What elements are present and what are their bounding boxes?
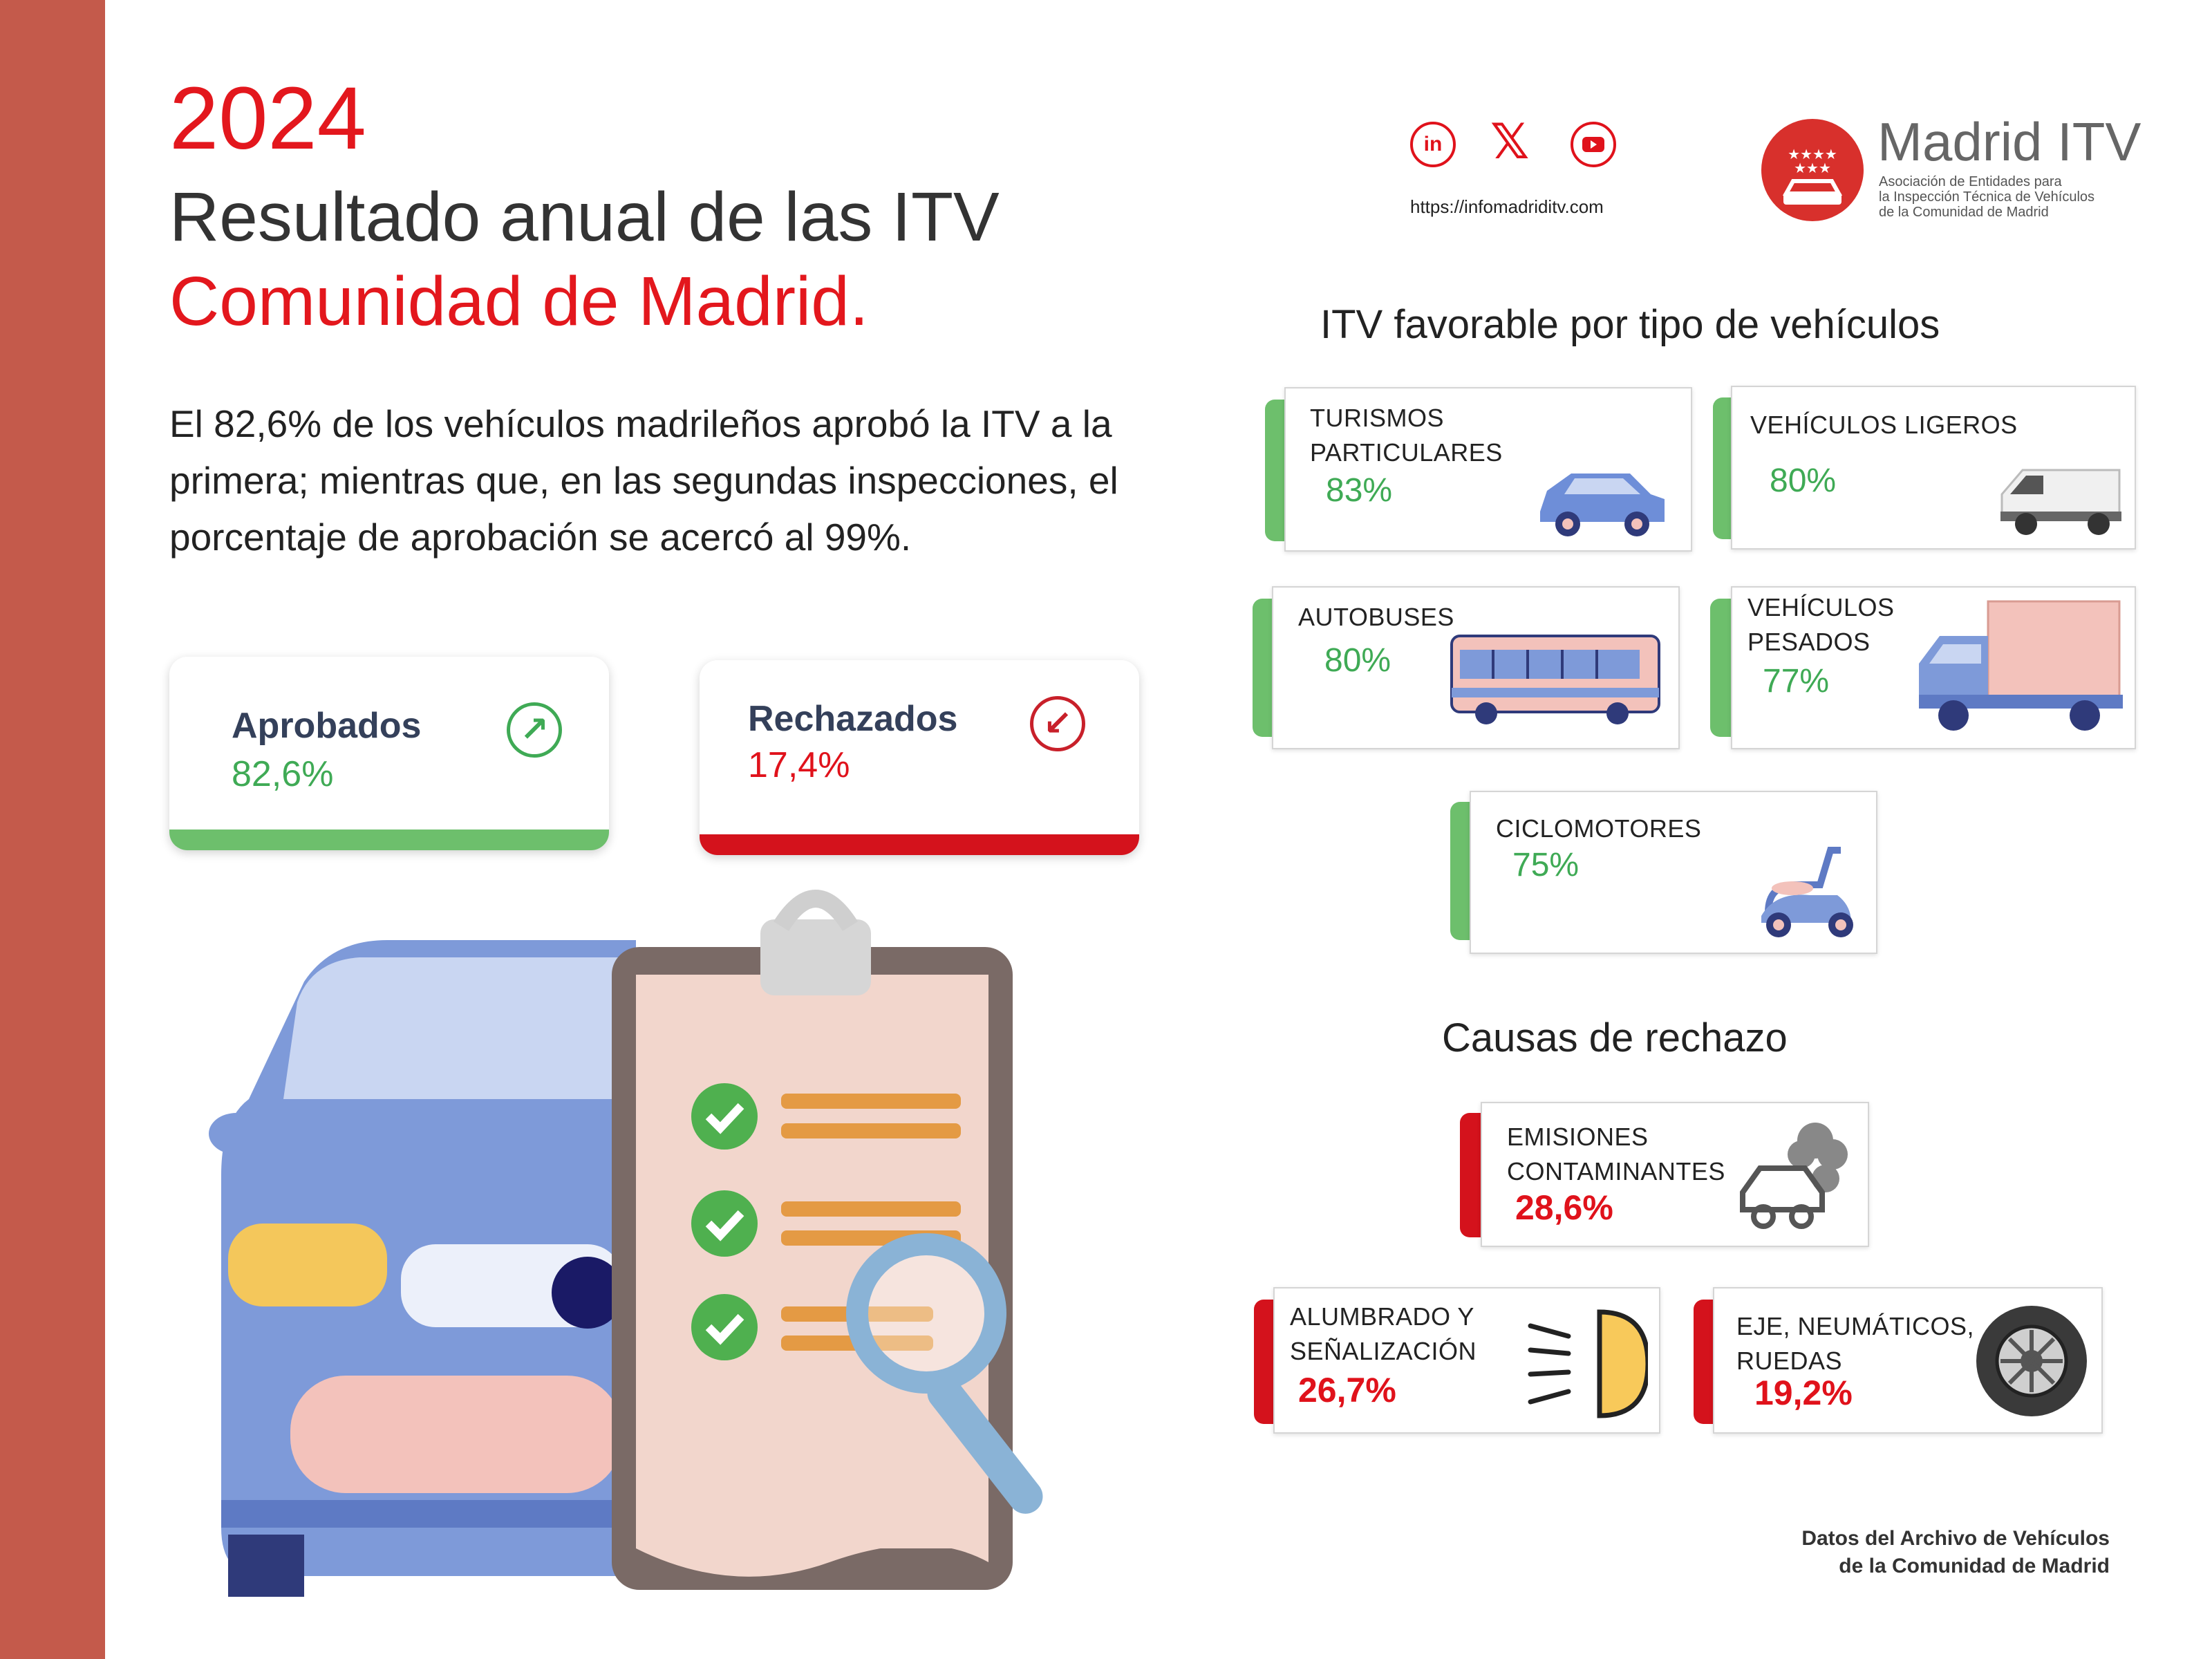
rejection-section-title: Causas de rechazo: [1442, 1015, 1788, 1060]
card-label: ALUMBRADO Y SEÑALIZACIÓN: [1290, 1302, 1477, 1365]
youtube-icon[interactable]: [1571, 122, 1616, 167]
arrow-up-right-icon: ↗: [507, 702, 562, 758]
favorable-card-pesados: VEHÍCULOS PESADOS 77%: [1731, 586, 2136, 749]
page-title: Resultado anual de las ITV: [169, 178, 1000, 256]
favorable-section-title: ITV favorable por tipo de vehículos: [1320, 302, 1940, 347]
page-year: 2024: [169, 69, 366, 168]
card-value: 28,6%: [1515, 1188, 1613, 1227]
bus-icon: [1450, 635, 1660, 724]
card-label: VEHÍCULOS PESADOS: [1747, 593, 1895, 656]
arrow-down-left-icon: ↙: [1030, 696, 1085, 751]
card-label: AUTOBUSES: [1298, 603, 1454, 631]
card-value: 77%: [1763, 663, 1830, 700]
rejected-card: Rechazados 17,4% ↙: [700, 660, 1139, 855]
svg-text:★★★★: ★★★★: [1788, 146, 1837, 162]
rejected-bar: [700, 834, 1139, 855]
card-label: EJE, NEUMÁTICOS, RUEDAS: [1736, 1312, 1975, 1375]
approved-label: Aprobados: [232, 706, 422, 746]
emissions-icon: [1740, 1123, 1848, 1229]
card-label: CICLOMOTORES: [1496, 814, 1702, 843]
approved-card: Aprobados 82,6% ↗: [169, 657, 609, 850]
favorable-card-turismos: TURISMOS PARTICULARES 83%: [1284, 387, 1692, 552]
source-note: Datos del Archivo de Vehículos de la Com…: [1801, 1527, 2110, 1577]
van-icon: [2000, 469, 2121, 535]
card-value: 80%: [1324, 642, 1391, 679]
rejected-label: Rechazados: [748, 699, 958, 739]
card-value: 80%: [1770, 462, 1837, 499]
page-subtitle: Comunidad de Madrid.: [169, 263, 869, 340]
logo-subtitle: Asociación de Entidades para la Inspecci…: [1879, 174, 2095, 220]
card-value: 75%: [1512, 847, 1580, 883]
car-icon: [1540, 474, 1665, 536]
truck-icon: [1919, 600, 2123, 731]
favorable-card-ligeros: VEHÍCULOS LIGEROS 80%: [1731, 386, 2136, 550]
card-label: EMISIONES CONTAMINANTES: [1507, 1123, 1725, 1185]
card-label: TURISMOS PARTICULARES: [1310, 404, 1503, 467]
car-clipboard-illustration: [209, 890, 1043, 1597]
favorable-card-ciclomotores: CICLOMOTORES 75%: [1470, 791, 1877, 954]
x-icon[interactable]: 𝕏: [1490, 115, 1530, 169]
headlight-icon: [1528, 1309, 1648, 1418]
card-label: VEHÍCULOS LIGEROS: [1750, 411, 2018, 439]
linkedin-icon[interactable]: in: [1410, 122, 1456, 167]
rejected-value: 17,4%: [748, 745, 850, 785]
sidebar-band: [0, 0, 105, 1659]
rejection-card-eje: EJE, NEUMÁTICOS, RUEDAS 19,2%: [1713, 1287, 2103, 1434]
website-link[interactable]: https://infomadriditv.com: [1410, 196, 1604, 217]
intro-text: El 82,6% de los vehículos madrileños apr…: [169, 402, 1118, 559]
rejection-card-emisiones: EMISIONES CONTAMINANTES 28,6%: [1481, 1102, 1869, 1247]
tire-icon: [1976, 1306, 2087, 1416]
approved-value: 82,6%: [232, 754, 334, 794]
logo-title: Madrid ITV: [1877, 111, 2141, 172]
card-value: 19,2%: [1754, 1374, 1853, 1412]
svg-text:★★★: ★★★: [1794, 160, 1831, 176]
scooter-icon: [1761, 847, 1853, 937]
favorable-card-autobuses: AUTOBUSES 80%: [1272, 586, 1680, 749]
card-value: 26,7%: [1298, 1371, 1396, 1409]
approved-bar: [169, 830, 609, 850]
rejection-card-alumbrado: ALUMBRADO Y SEÑALIZACIÓN 26,7%: [1273, 1287, 1660, 1434]
card-value: 83%: [1326, 472, 1393, 509]
madrid-itv-logo: ★★★★ ★★★: [1761, 119, 1864, 221]
